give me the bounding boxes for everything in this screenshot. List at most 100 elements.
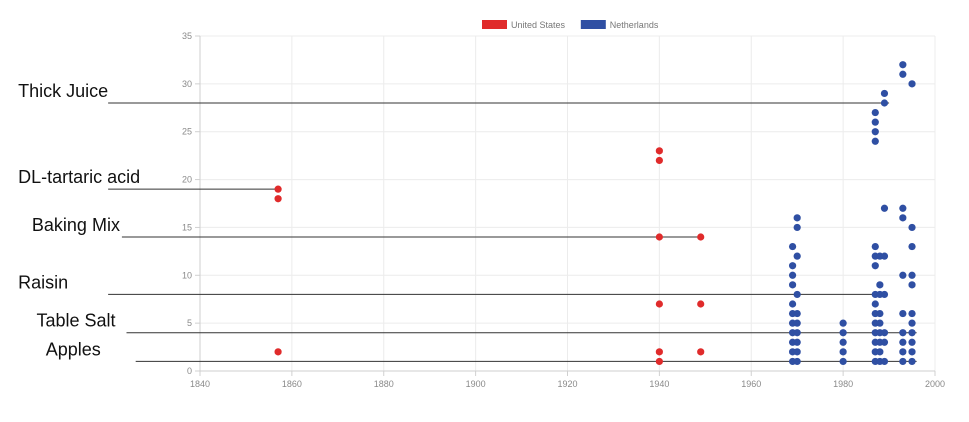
legend-swatch — [482, 20, 507, 29]
data-point — [908, 80, 916, 88]
data-point — [274, 195, 282, 203]
data-point — [788, 262, 797, 270]
annotation-label: Table Salt — [37, 311, 116, 331]
grid-lines — [199, 35, 936, 372]
data-point — [899, 357, 907, 366]
data-point — [880, 357, 889, 366]
data-point — [880, 338, 889, 346]
data-point — [793, 348, 801, 356]
data-point — [655, 348, 663, 356]
data-point — [793, 214, 801, 222]
data-point — [793, 309, 801, 318]
data-point — [908, 348, 916, 356]
x-tick-label: 1960 — [741, 379, 761, 389]
data-point — [876, 309, 884, 318]
data-point — [899, 309, 907, 318]
data-point — [880, 204, 889, 212]
data-point — [793, 319, 801, 327]
data-point — [908, 338, 916, 346]
y-tick-label: 30 — [182, 79, 192, 89]
y-tick-label: 5 — [187, 318, 192, 328]
data-point — [655, 147, 663, 155]
data-point — [899, 70, 907, 78]
x-tick-label: 1980 — [833, 379, 853, 389]
data-point — [839, 338, 847, 346]
x-tick-label: 1920 — [557, 379, 577, 389]
x-axis-ticks: 1840 1860 1880 1900 1920 1940 1960 1980 2000 — [190, 379, 945, 389]
y-tick-label: 35 — [182, 31, 192, 41]
data-point — [793, 290, 801, 299]
annotation-label: DL-tartaric acid — [18, 167, 140, 187]
data-point — [876, 348, 884, 356]
y-axis-ticks: 0 5 10 15 20 25 30 35 — [182, 31, 192, 376]
legend: United States Netherlands — [482, 20, 659, 30]
data-point — [908, 329, 916, 337]
data-point — [655, 156, 663, 165]
data-point — [899, 61, 907, 69]
data-point — [880, 252, 889, 260]
y-tick-label: 20 — [182, 175, 192, 185]
data-point — [839, 357, 847, 366]
data-point — [871, 242, 879, 251]
data-point — [839, 329, 847, 337]
data-point — [788, 281, 797, 289]
data-point — [871, 300, 879, 308]
data-point — [908, 281, 916, 289]
data-point — [899, 204, 907, 212]
data-point — [793, 252, 801, 260]
data-point — [793, 329, 801, 337]
data-point — [793, 357, 801, 366]
data-point — [871, 262, 879, 270]
data-point — [899, 214, 907, 222]
data-point — [697, 300, 705, 308]
data-point — [871, 108, 879, 117]
data-point — [908, 309, 916, 318]
data-point — [655, 233, 663, 241]
y-tick-label: 25 — [182, 127, 192, 137]
x-tick-label: 1940 — [649, 379, 669, 389]
data-point — [839, 348, 847, 356]
data-point — [908, 223, 916, 232]
data-point — [899, 348, 907, 356]
y-tick-label: 10 — [182, 270, 192, 280]
data-point — [871, 137, 879, 145]
data-point — [899, 338, 907, 346]
data-point — [793, 223, 801, 232]
x-tick-label: 1900 — [466, 379, 486, 389]
x-tick-label: 1880 — [374, 379, 394, 389]
annotation-label: Raisin — [18, 272, 68, 292]
data-point — [788, 271, 797, 279]
data-point — [697, 233, 705, 241]
annotation-label: Baking Mix — [32, 215, 120, 235]
data-point — [788, 242, 797, 251]
data-point — [899, 329, 907, 337]
data-point — [655, 357, 663, 366]
data-point — [880, 290, 889, 299]
y-tick-label: 0 — [187, 366, 192, 376]
y-tick-label: 15 — [182, 222, 192, 232]
legend-label: United States — [511, 20, 566, 30]
data-point — [839, 319, 847, 327]
data-point — [908, 319, 916, 327]
data-point — [880, 329, 889, 337]
data-point — [871, 118, 879, 126]
annotation-label: Thick Juice — [18, 81, 108, 101]
data-point — [655, 300, 663, 308]
data-point — [788, 300, 797, 308]
data-point — [880, 89, 889, 98]
x-tick-label: 1860 — [282, 379, 302, 389]
x-tick-label: 2000 — [925, 379, 945, 389]
annotation-label: Apples — [46, 339, 101, 359]
axis-lines — [195, 35, 936, 376]
data-point — [871, 128, 879, 136]
data-point — [908, 242, 916, 251]
data-point — [274, 185, 282, 193]
data-point — [876, 281, 884, 289]
data-point — [908, 357, 916, 366]
data-point — [908, 271, 916, 279]
annotation-labels: Thick Juice DL-tartaric acid Baking Mix Rai… — [18, 81, 140, 359]
x-tick-label: 1840 — [190, 379, 210, 389]
data-point — [274, 348, 282, 356]
annotation-lines — [108, 102, 917, 362]
